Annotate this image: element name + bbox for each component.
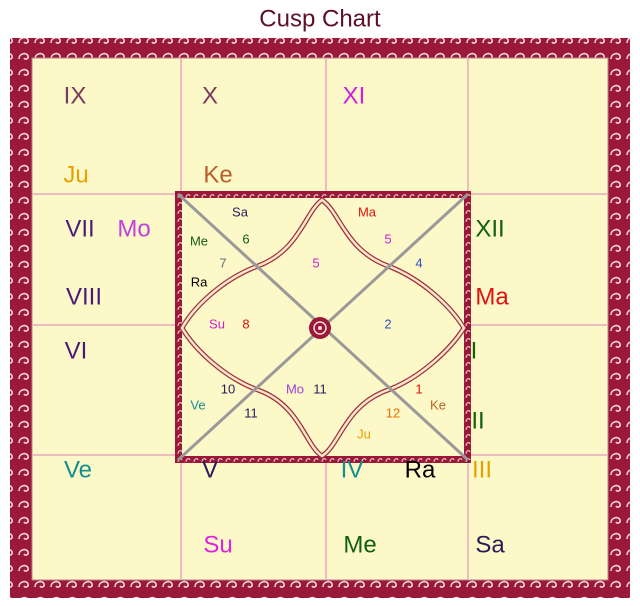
inner-label: 11 — [244, 405, 258, 420]
outer-label: XII — [475, 215, 504, 242]
outer-label: X — [202, 82, 218, 109]
inner-label: 7 — [219, 255, 226, 270]
outer-label: II — [471, 407, 484, 434]
lotus — [179, 196, 467, 459]
inner-label: 11 — [313, 381, 327, 396]
outer-label: Ma — [475, 283, 509, 310]
inner-label: 10 — [221, 381, 235, 396]
outer-label: Ju — [63, 161, 88, 188]
outer-label: Me — [343, 531, 376, 558]
inner-label: Me — [190, 233, 208, 248]
outer-label: VII — [65, 215, 94, 242]
inner-label: Ke — [430, 397, 446, 412]
inner-label: 5 — [384, 231, 391, 246]
inner-label: 1 — [415, 381, 422, 396]
outer-label: Mo — [117, 215, 150, 242]
inner-label: 2 — [384, 316, 391, 331]
outer-label: IX — [64, 82, 87, 109]
outer-label: Sa — [475, 531, 505, 558]
outer-label: VI — [65, 337, 88, 364]
outer-label: IV — [341, 456, 364, 483]
inner-label: Su — [209, 316, 225, 331]
center-ornament — [309, 317, 331, 339]
outer-label: V — [202, 456, 218, 483]
inner-label: 6 — [242, 231, 249, 246]
inner-label: Ve — [190, 397, 205, 412]
title: Cusp Chart — [259, 5, 381, 32]
inner-label: Ju — [357, 426, 371, 441]
outer-label: VIII — [66, 283, 102, 310]
inner-label: Mo — [286, 381, 304, 396]
inner-label: Ra — [191, 274, 208, 289]
outer-label: Ve — [64, 456, 92, 483]
inner-label: Ma — [358, 204, 377, 219]
inner-label: 8 — [242, 316, 249, 331]
outer-label: Ra — [405, 456, 436, 483]
inner-label: Sa — [232, 204, 249, 219]
outer-label: Su — [203, 531, 232, 558]
outer-label: Ke — [203, 161, 232, 188]
inner-label: 4 — [415, 255, 422, 270]
outer-label: III — [472, 456, 492, 483]
outer-label: XI — [343, 82, 366, 109]
inner-label: 12 — [386, 405, 400, 420]
outer-label: I — [471, 337, 478, 364]
inner-label: 5 — [312, 255, 319, 270]
